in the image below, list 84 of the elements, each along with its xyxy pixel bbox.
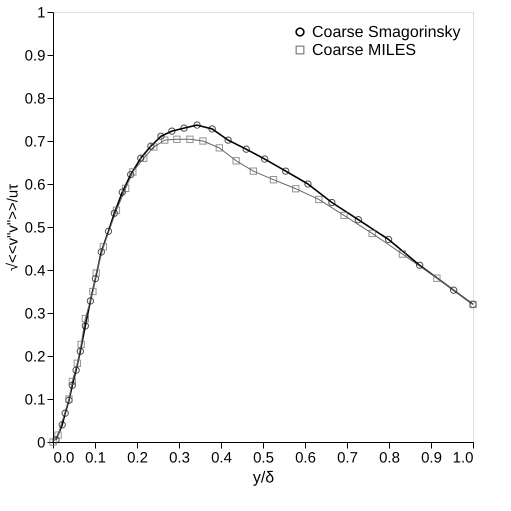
point xyxy=(232,157,240,164)
point xyxy=(242,146,250,153)
point xyxy=(304,180,312,188)
point xyxy=(137,154,144,162)
x-axis-title: y/δ xyxy=(252,470,274,486)
point xyxy=(74,360,82,367)
point xyxy=(76,348,84,355)
point xyxy=(340,212,348,220)
x-tick-label: 0.3 xyxy=(169,450,190,466)
point xyxy=(186,136,194,143)
point xyxy=(72,366,80,374)
y-tick-label: 0.7 xyxy=(24,134,46,150)
x-tick-label: 0.9 xyxy=(421,450,442,466)
x-tick-label: 0.5 xyxy=(253,450,274,466)
point xyxy=(82,314,90,322)
point xyxy=(315,196,323,204)
y-tick-label: 0.8 xyxy=(24,90,46,108)
point xyxy=(112,206,120,214)
y-tick-label: 0.1 xyxy=(24,392,46,408)
point xyxy=(104,228,112,235)
point xyxy=(86,297,94,305)
x-tick-label: 0.1 xyxy=(85,450,106,466)
point xyxy=(270,176,278,184)
point xyxy=(368,230,376,238)
point xyxy=(54,431,62,439)
y-tick-label: 0 xyxy=(37,434,46,452)
point xyxy=(58,421,66,428)
point xyxy=(68,382,76,389)
legend-label: Coarse Smagorinsky xyxy=(312,24,460,41)
point xyxy=(52,436,60,444)
y-axis-title: √<<v"v">>/uτ xyxy=(4,184,22,272)
point xyxy=(110,210,118,217)
point xyxy=(180,124,188,132)
point xyxy=(173,136,181,143)
point xyxy=(433,274,441,282)
x-tick-label: 0.2 xyxy=(127,450,148,466)
point xyxy=(150,143,158,151)
point xyxy=(157,132,165,140)
point xyxy=(100,243,108,250)
y-tick-label: 0.3 xyxy=(24,306,46,322)
point xyxy=(82,322,89,330)
point xyxy=(354,216,362,224)
point xyxy=(282,167,290,175)
point xyxy=(168,127,176,135)
point xyxy=(208,125,216,133)
x-tick-label: 0.4 xyxy=(211,450,232,466)
y-tick-label: 0.5 xyxy=(24,220,46,236)
point xyxy=(92,274,100,282)
point xyxy=(216,144,223,152)
point xyxy=(328,198,336,206)
x-tick-label: 1.0 xyxy=(452,450,474,466)
x-tick-label: 0.8 xyxy=(379,450,400,466)
point xyxy=(384,236,392,244)
point xyxy=(199,137,207,145)
point xyxy=(161,136,168,144)
x-tick-label: 0.7 xyxy=(337,450,358,466)
point xyxy=(450,286,458,294)
y-tick-label: 1 xyxy=(37,4,46,22)
point xyxy=(68,378,76,386)
y-tick-label: 0.4 xyxy=(24,262,46,280)
point xyxy=(89,288,97,296)
point xyxy=(140,154,148,162)
x-tick-label: 0.0 xyxy=(54,450,74,466)
point xyxy=(98,248,105,256)
point xyxy=(224,136,232,144)
point xyxy=(118,188,126,196)
point xyxy=(62,410,69,417)
x-tick-label: 0.6 xyxy=(295,450,316,466)
point xyxy=(292,185,300,192)
point xyxy=(261,155,268,163)
y-tick-label: 0.2 xyxy=(24,348,46,366)
point xyxy=(77,340,85,348)
y-tick-label: 0.9 xyxy=(24,48,46,64)
legend-label: Coarse MILES xyxy=(312,42,416,59)
point xyxy=(92,269,100,277)
point xyxy=(127,170,134,178)
point xyxy=(193,121,201,129)
point xyxy=(122,184,130,192)
point xyxy=(398,250,406,258)
point xyxy=(129,168,136,176)
point xyxy=(250,167,258,175)
point xyxy=(147,142,155,150)
point xyxy=(416,262,424,269)
y-tick-label: 0.6 xyxy=(24,176,46,194)
